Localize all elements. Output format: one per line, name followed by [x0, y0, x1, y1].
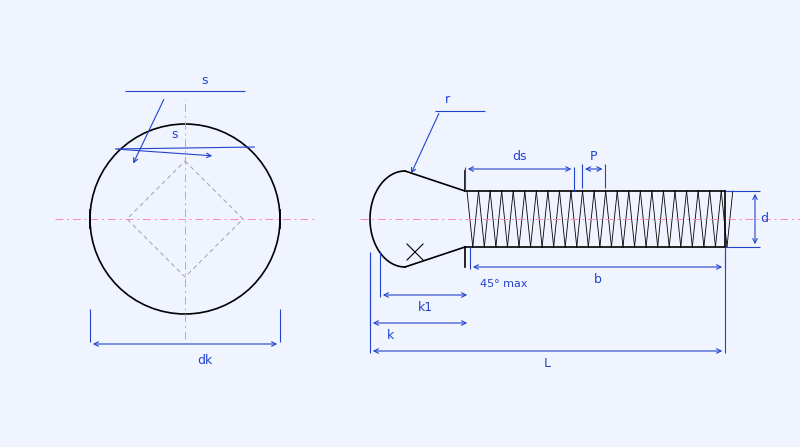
- Text: ds: ds: [512, 150, 527, 163]
- Text: L: L: [544, 357, 551, 370]
- Text: k: k: [386, 329, 394, 342]
- Text: P: P: [590, 150, 598, 163]
- Text: b: b: [594, 273, 602, 286]
- Text: s: s: [202, 74, 208, 87]
- Text: dk: dk: [198, 354, 213, 367]
- Text: k1: k1: [418, 301, 433, 314]
- Text: 45° max: 45° max: [480, 279, 527, 289]
- Text: r: r: [445, 93, 450, 106]
- Text: d: d: [760, 212, 768, 225]
- Text: s: s: [172, 128, 178, 141]
